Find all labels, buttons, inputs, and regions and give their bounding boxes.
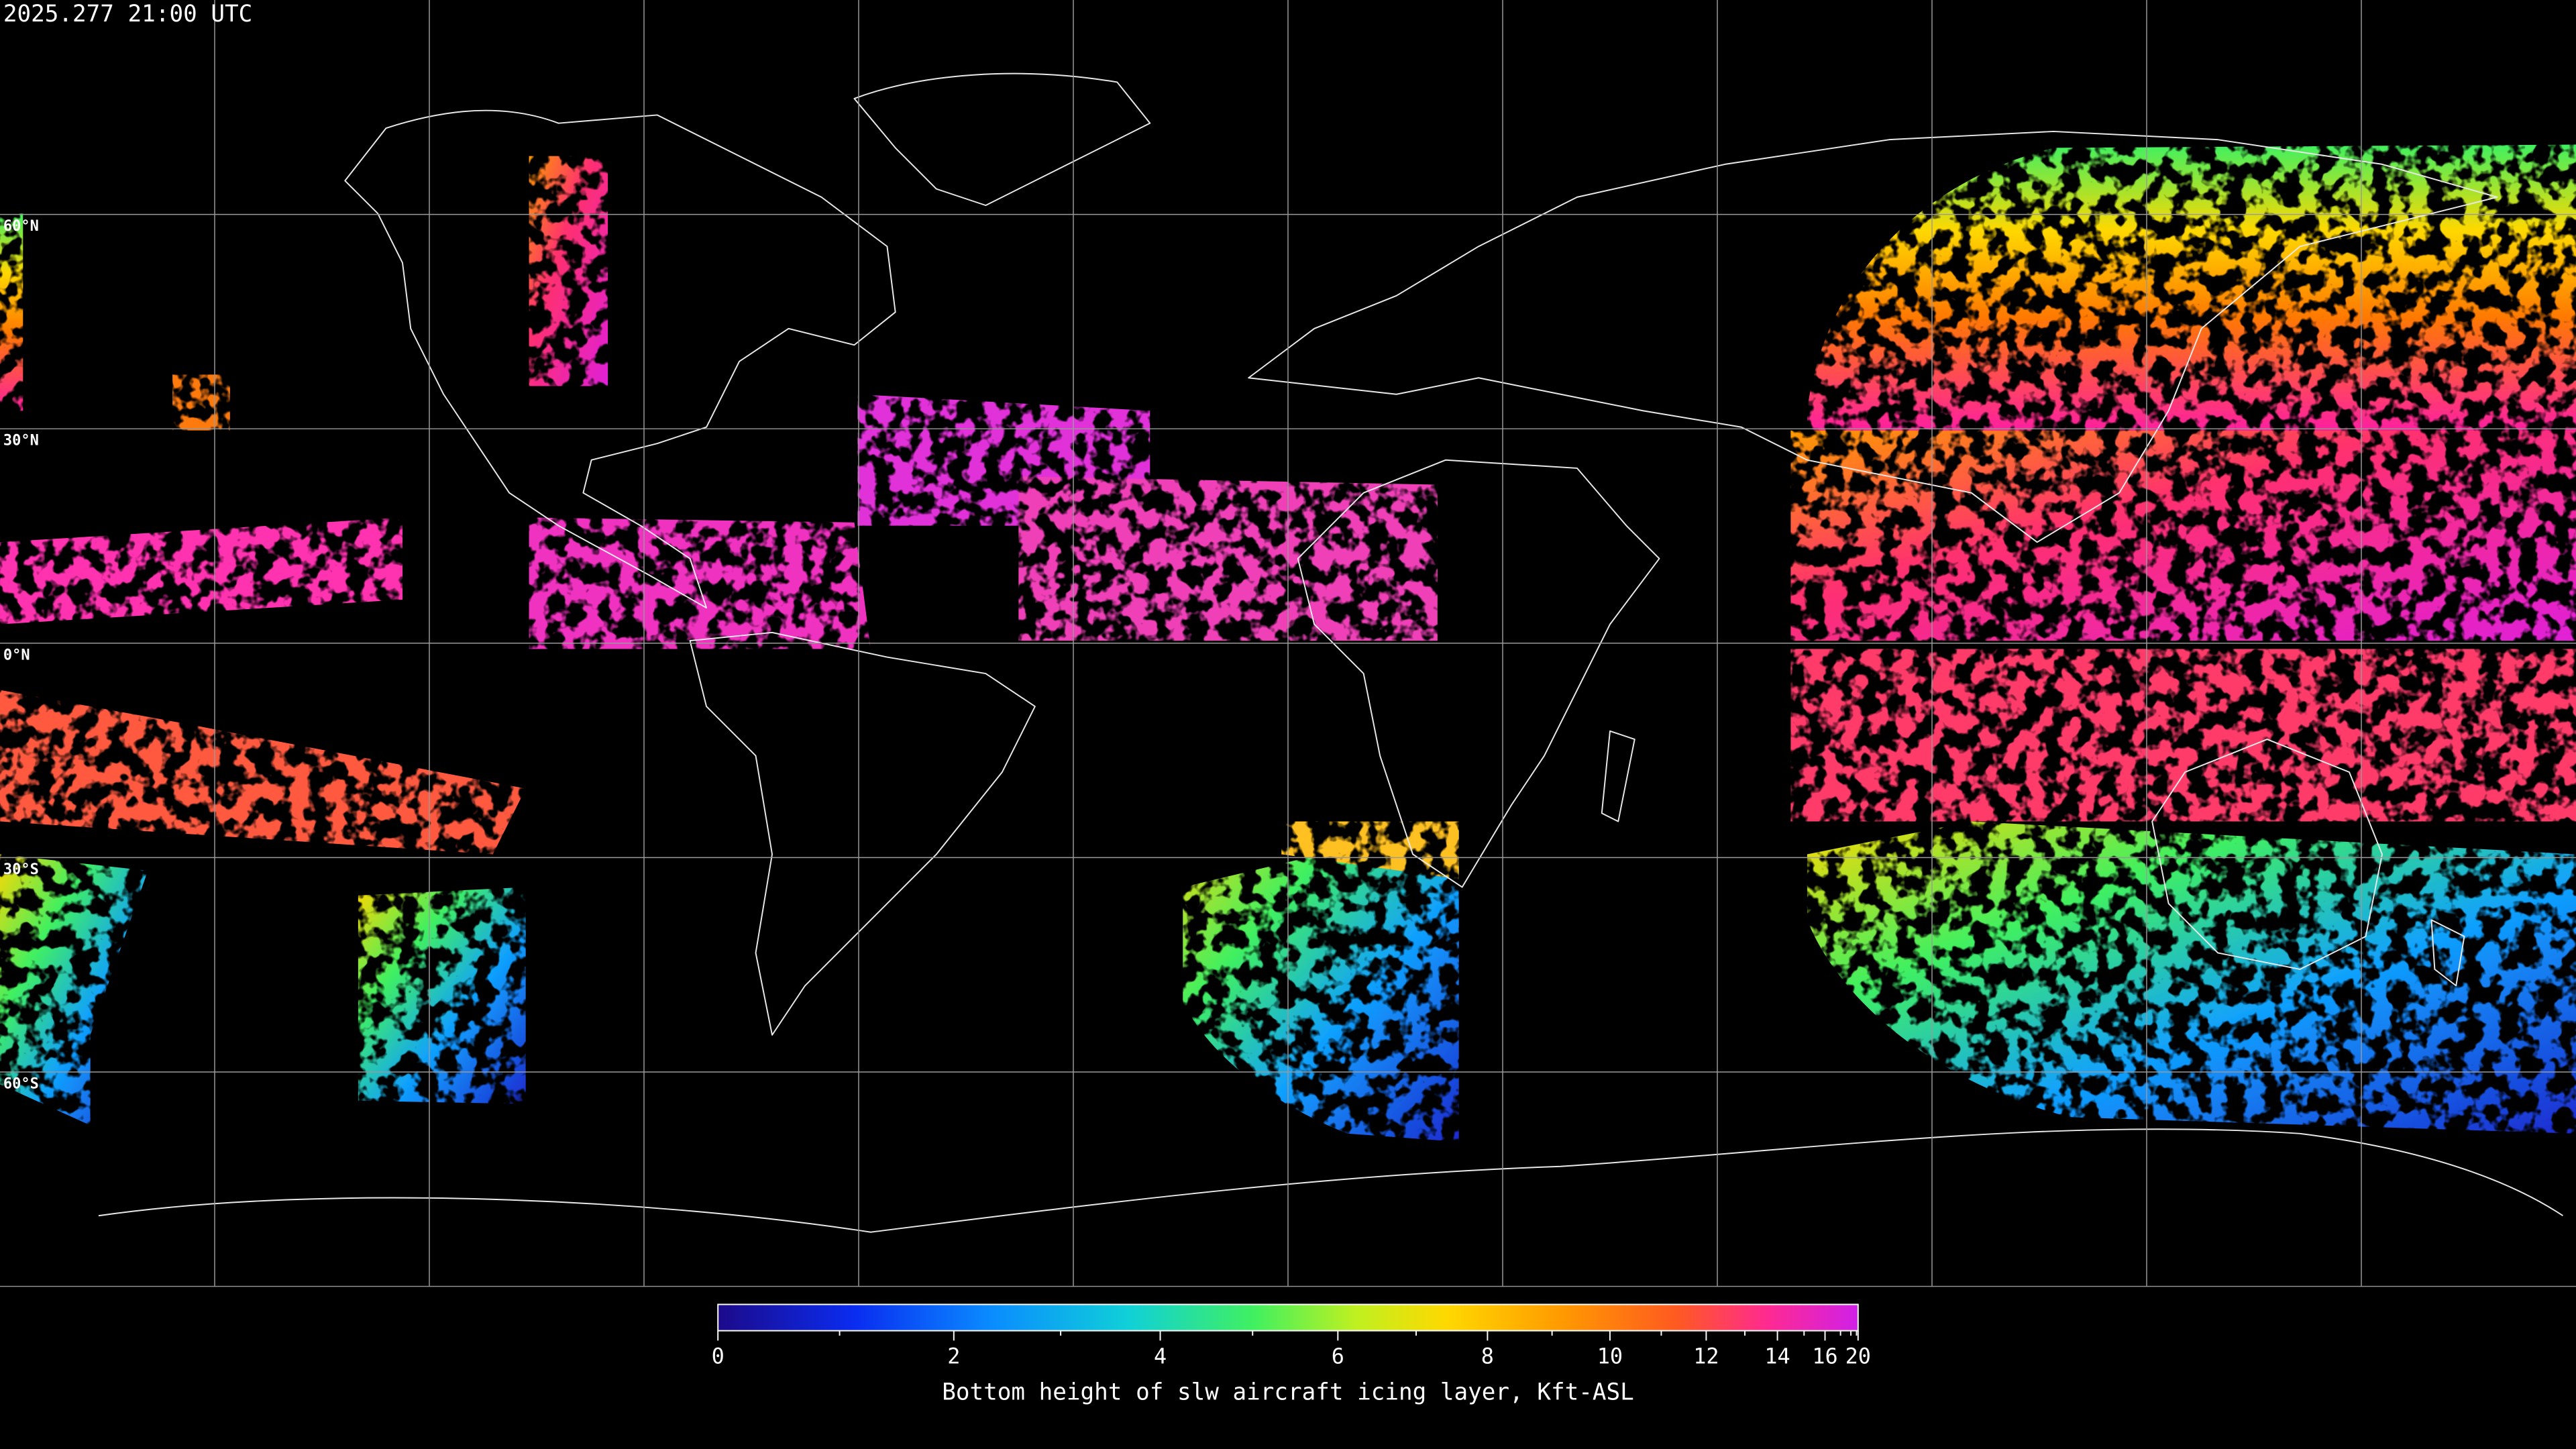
colorbar-tick-label: 6 [1332,1344,1344,1369]
colorbar-tick-label: 10 [1597,1344,1623,1369]
colorbar-tick-label: 14 [1764,1344,1790,1369]
colorbar-tick-label: 4 [1154,1344,1167,1369]
graticule: 60°N 30°N 0°N 30°S 60°S [0,0,2576,1287]
lat-label: 0°N [3,647,30,663]
colorbar-tick-label: 8 [1481,1344,1494,1369]
colorbar [717,1303,1859,1332]
colorbar-axis: 0 2 4 6 8 10 12 14 16 20 [712,1330,1871,1369]
colorbar-tick-label: 20 [1845,1344,1871,1369]
colorbar-tick-label: 12 [1693,1344,1719,1369]
colorbar-tick-label: 2 [947,1344,960,1369]
coastlines [98,72,2563,1233]
timestamp: 2025.277 21:00 UTC [3,1,252,28]
lat-label: 30°N [3,433,39,449]
colorbar-tick-label: 16 [1812,1344,1837,1369]
colorbar-label: Bottom height of slw aircraft icing laye… [942,1379,1633,1406]
cloud-layer [0,144,2576,1142]
colorbar-tick-label: 0 [712,1344,724,1369]
lat-label: 30°S [3,861,39,878]
lat-label: 60°N [3,218,39,235]
lat-label: 60°S [3,1075,39,1092]
